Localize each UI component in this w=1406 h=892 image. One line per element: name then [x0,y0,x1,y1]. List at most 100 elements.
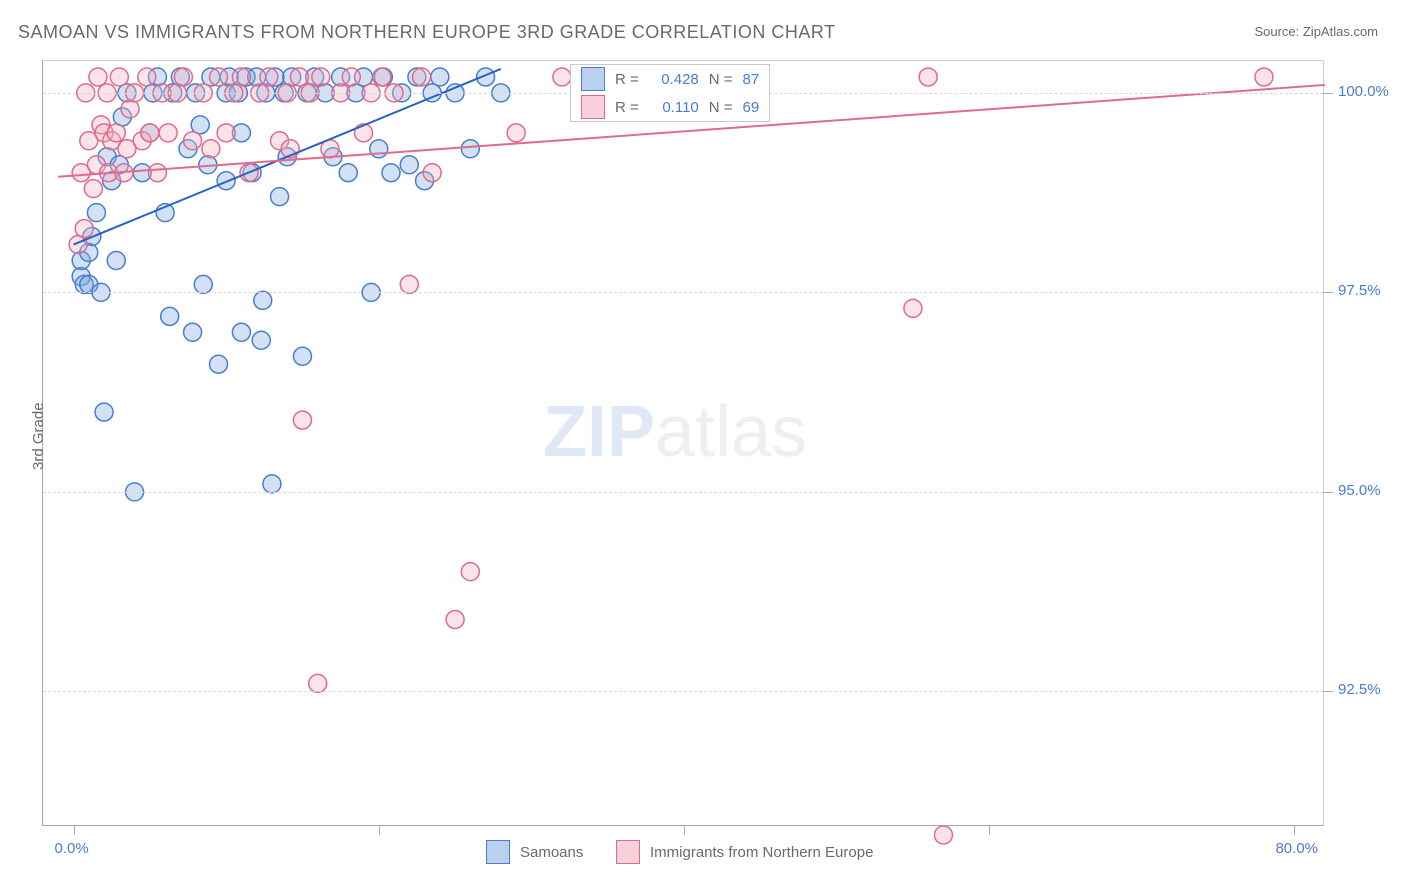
data-point [84,180,102,198]
data-point [252,331,270,349]
data-point [83,228,101,246]
data-point [89,68,107,86]
data-point [72,164,90,182]
data-point [217,172,235,190]
data-point [339,164,357,182]
stats-R: 0.110 [649,99,699,116]
data-point [477,68,495,86]
data-point [72,267,90,285]
watermark: ZIPatlas [543,391,807,473]
stats-R: 0.428 [649,71,699,88]
y-tick [1323,691,1333,692]
data-point [72,251,90,269]
stats-row: R =0.428N =87 [571,65,769,93]
data-point [171,68,189,86]
data-point [373,68,391,86]
data-point [107,251,125,269]
stats-N: 69 [743,99,760,116]
data-point [100,164,118,182]
stats-swatch [581,67,605,91]
data-point [80,275,98,293]
data-point [87,156,105,174]
data-point [184,323,202,341]
data-point [324,148,342,166]
data-point [271,132,289,150]
data-point [355,68,373,86]
data-point [80,244,98,262]
x-tick [379,825,380,835]
data-point [92,116,110,134]
chart-svg [43,61,1325,827]
data-point [283,68,301,86]
x-tick [1294,825,1295,835]
x-tick [684,825,685,835]
data-point [278,148,296,166]
data-point [271,188,289,206]
y-axis-label: 3rd Grade [30,402,47,470]
data-point [306,68,324,86]
data-point [138,68,156,86]
data-point [431,68,449,86]
data-point [107,124,125,142]
stats-row: R =0.110N =69 [571,93,769,121]
data-point [400,156,418,174]
data-point [293,347,311,365]
data-point [95,403,113,421]
legend-swatch [616,840,640,864]
data-point [423,164,441,182]
data-point [232,68,250,86]
data-point [293,411,311,429]
y-tick-label: 100.0% [1338,83,1389,100]
data-point [254,291,272,309]
data-point [141,124,159,142]
legend-label: Samoans [520,844,583,861]
data-point [156,204,174,222]
regression-line [74,69,501,245]
y-tick-label: 97.5% [1338,282,1381,299]
data-point [263,475,281,493]
data-point [103,172,121,190]
data-point [98,148,116,166]
correlation-stats-box: R =0.428N =87R =0.110N =69 [570,64,770,122]
data-point [95,124,113,142]
data-point [210,355,228,373]
data-point [210,68,228,86]
chart-title: SAMOAN VS IMMIGRANTS FROM NORTHERN EUROP… [18,22,836,43]
source-attribution: Source: ZipAtlas.com [1254,24,1378,39]
data-point [202,68,220,86]
data-point [133,164,151,182]
data-point [243,164,261,182]
data-point [194,275,212,293]
data-point [446,611,464,629]
data-point [1255,68,1273,86]
data-point [110,156,128,174]
data-point [159,124,177,142]
data-point [191,116,209,134]
data-point [507,124,525,142]
y-tick [1323,492,1333,493]
x-tick [989,825,990,835]
y-tick [1323,292,1333,293]
data-point [232,323,250,341]
data-point [80,132,98,150]
data-point [240,164,258,182]
data-point [199,156,217,174]
data-point [919,68,937,86]
data-point [382,164,400,182]
data-point [260,68,278,86]
data-point [184,132,202,150]
data-point [75,275,93,293]
data-point [133,132,151,150]
grid-line [43,691,1323,692]
data-point [232,124,250,142]
data-point [103,132,121,150]
x-tick [74,825,75,835]
data-point [342,68,360,86]
data-point [161,307,179,325]
data-point [87,204,105,222]
data-point [370,140,388,158]
y-tick-label: 95.0% [1338,482,1381,499]
data-point [321,140,339,158]
legend-item: Immigrants from Northern Europe [616,840,873,864]
data-point [904,299,922,317]
